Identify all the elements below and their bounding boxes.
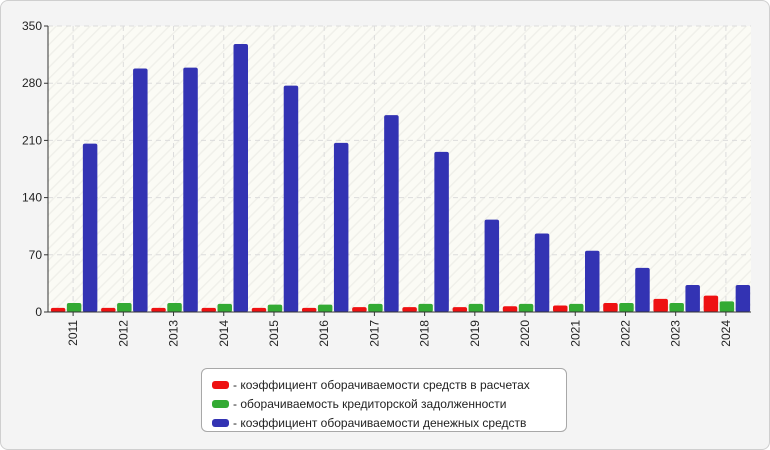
bar-2020-s0 (502, 306, 518, 312)
bar-2019-s0 (452, 307, 468, 312)
bar-2023-s1 (669, 303, 684, 312)
bar-2024-s0 (703, 295, 719, 312)
bar-2018-s0 (402, 307, 417, 312)
bar-2017-s0 (352, 307, 367, 312)
bar-2021-s0 (553, 305, 568, 312)
x-tick-label: 2022 (618, 320, 632, 347)
x-tick-label: 2011 (66, 320, 80, 346)
legend-swatch-blue (212, 418, 229, 427)
bar-2020-s1 (518, 303, 534, 312)
y-tick-label: 210 (22, 133, 42, 147)
bar-2018-s1 (418, 303, 433, 312)
legend-item-cash: - коэффициент оборачиваемости денежных с… (212, 413, 566, 432)
bar-2011-s1 (66, 303, 82, 312)
legend-swatch-green (212, 399, 229, 408)
y-tick-label: 0 (35, 305, 42, 319)
x-tick-label: 2014 (217, 320, 231, 347)
legend-swatch-red (212, 380, 229, 389)
bar-2011-s2 (82, 143, 98, 312)
bar-2014-s1 (217, 303, 232, 312)
bar-2014-s2 (233, 43, 248, 312)
x-tick-labels: 2011 2012 2013 2014 2015 2016 2017 2018 2019 2020… (66, 320, 733, 347)
bar-2012-s2 (133, 68, 148, 313)
bar-2012-s1 (117, 303, 132, 312)
x-tick-label: 2015 (267, 320, 281, 347)
bar-2021-s1 (569, 303, 584, 312)
bar-2013-s2 (183, 67, 198, 312)
y-tick-label: 350 (22, 19, 42, 33)
bar-2024-s2 (735, 285, 751, 312)
bar-2013-s0 (151, 307, 166, 312)
bar-2021-s2 (585, 250, 600, 312)
bar-2012-s0 (101, 307, 116, 312)
x-tick-label: 2020 (518, 320, 532, 347)
y-tick-label: 140 (22, 191, 42, 205)
bar-2016-s1 (317, 304, 333, 312)
y-tick-label: 70 (29, 248, 43, 262)
bar-2024-s1 (719, 301, 735, 312)
bar-2015-s2 (283, 85, 299, 312)
chart-legend: - коэффициент оборачиваемости средств в … (201, 368, 567, 432)
bar-2015-s1 (267, 304, 283, 312)
bar-2023-s2 (685, 285, 700, 312)
gridlines (48, 25, 751, 312)
bars (50, 43, 751, 313)
bar-2013-s1 (167, 303, 182, 312)
bar-2017-s2 (384, 115, 399, 312)
x-tick-label: 2019 (468, 320, 482, 347)
y-tick-label: 280 (22, 76, 42, 90)
x-tick-label: 2016 (317, 320, 331, 347)
bar-2017-s1 (368, 303, 383, 312)
x-tick-label: 2024 (719, 320, 733, 347)
bar-2022-s0 (603, 303, 618, 312)
bar-2020-s2 (534, 233, 550, 312)
x-tick-label: 2013 (167, 320, 181, 347)
bar-2018-s2 (434, 151, 449, 312)
axes (44, 25, 751, 316)
legend-label: - оборачиваемость кредиторской задолженн… (233, 396, 507, 411)
x-tick-label: 2023 (669, 320, 683, 347)
bar-2023-s0 (653, 298, 668, 312)
legend-label: - коэффициент оборачиваемости денежных с… (233, 415, 527, 430)
legend-item-payables: - оборачиваемость кредиторской задолженн… (212, 394, 566, 413)
x-tick-label: 2017 (367, 320, 381, 347)
bar-2016-s0 (301, 307, 317, 312)
x-tick-label: 2018 (418, 320, 432, 347)
bar-2022-s1 (619, 303, 634, 312)
bar-2011-s0 (50, 307, 66, 312)
bar-2019-s1 (468, 303, 484, 312)
bar-2022-s2 (635, 267, 650, 312)
bar-2014-s0 (201, 307, 216, 312)
x-tick-label: 2012 (116, 320, 130, 347)
legend-label: - коэффициент оборачиваемости средств в … (233, 377, 530, 392)
x-tick-label: 2021 (568, 320, 582, 347)
y-tick-labels: 0 70 140 210 280 350 (22, 19, 42, 319)
legend-item-receivables: - коэффициент оборачиваемости средств в … (212, 375, 566, 394)
bar-2019-s2 (484, 219, 500, 312)
plot-area (48, 26, 751, 312)
bar-2015-s0 (251, 307, 267, 312)
bar-2016-s2 (333, 142, 349, 312)
